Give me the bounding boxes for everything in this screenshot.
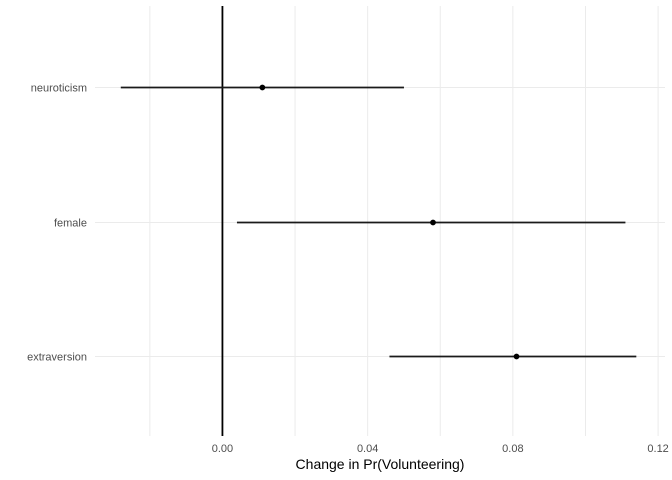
point-estimate xyxy=(259,84,266,91)
point-estimate xyxy=(430,219,436,226)
point-estimate xyxy=(513,353,520,360)
y-axis-label: female xyxy=(54,217,87,229)
x-axis-tick-labels: 0.00 0.04 0.08 0.12 xyxy=(212,443,669,455)
grid-layer xyxy=(95,6,665,436)
y-axis-labels: neuroticism female extraversion xyxy=(27,82,87,363)
y-axis-label: neuroticism xyxy=(31,82,87,94)
x-axis-tick-label: 0.12 xyxy=(647,443,668,455)
x-axis-tick-label: 0.00 xyxy=(212,443,233,455)
x-axis-title: Change in Pr(Volunteering) xyxy=(296,456,465,472)
y-axis-label: extraversion xyxy=(27,351,87,363)
data-layer xyxy=(120,84,637,360)
x-axis-tick-label: 0.04 xyxy=(357,443,378,455)
x-axis-tick-label: 0.08 xyxy=(502,443,523,455)
